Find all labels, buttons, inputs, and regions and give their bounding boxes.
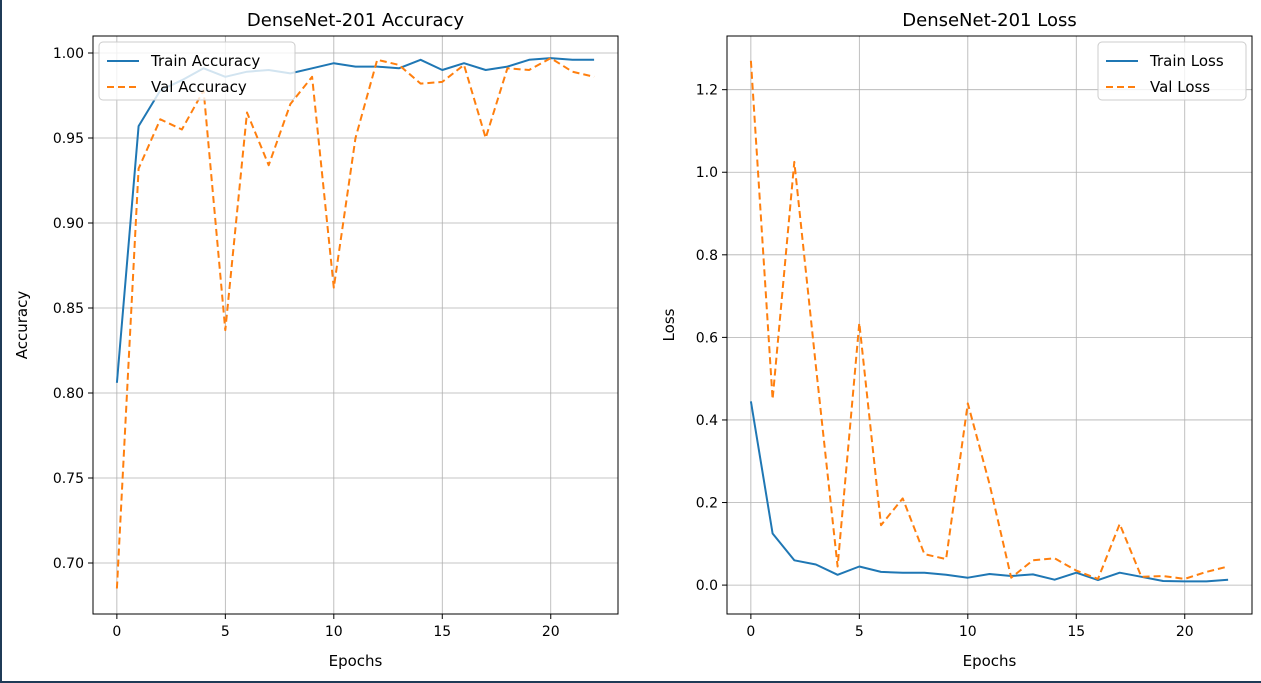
y-tick-label: 0.8 [696,248,718,264]
x-tick-label: 0 [746,624,755,640]
x-tick-label: 5 [855,624,864,640]
y-tick-label: 1.00 [53,46,84,62]
x-axis-label: Epochs [329,652,383,670]
x-axis-label: Epochs [963,652,1017,670]
y-tick-label: 0.0 [696,578,718,594]
train-accuracy-line [115,57,595,383]
val-accuracy-line [115,57,595,589]
y-tick-label: 0.4 [696,413,718,429]
legend-label: Train Accuracy [150,52,260,70]
x-tick-label: 10 [959,624,977,640]
x-tick-label: 15 [1067,624,1085,640]
x-tick-label: 20 [1176,624,1194,640]
legend-label: Val Loss [1150,78,1210,96]
legend-label: Train Loss [1149,52,1224,70]
y-axis-label: Loss [660,308,678,341]
y-tick-label: 0.85 [53,301,84,317]
chart-title: DenseNet-201 Loss [902,10,1076,31]
y-tick-label: 0.2 [696,496,718,512]
y-tick-label: 1.2 [696,83,718,99]
legend: Train Loss Val Loss [1097,41,1247,101]
val-loss-line [749,60,1229,580]
y-tick-label: 0.75 [53,471,84,487]
legend: Train Accuracy Val Accuracy [98,41,296,101]
legend-label: Val Accuracy [151,78,247,96]
x-tick-label: 20 [542,624,560,640]
y-tick-label: 0.6 [696,330,718,346]
train-loss-line [749,401,1229,583]
plot-frame [726,35,1253,615]
accuracy-chart: 0 5 10 15 20 0.70 0.75 0.80 0.85 0.90 0.95 1.00 Dens… [13,10,619,670]
chart-title: DenseNet-201 Accuracy [247,10,464,31]
x-tick-label: 5 [221,624,230,640]
x-tick-label: 0 [112,624,121,640]
x-tick-label: 10 [325,624,343,640]
legend-box [1097,41,1247,101]
legend-box [98,41,296,101]
y-tick-label: 0.95 [53,131,84,147]
y-tick-label: 0.70 [53,556,84,572]
y-tick-label: 0.80 [53,386,84,402]
y-axis-label: Accuracy [13,291,31,360]
y-tick-label: 0.90 [53,216,84,232]
y-tick-label: 1.0 [696,165,718,181]
x-tick-label: 15 [433,624,451,640]
plot-frame [92,35,619,615]
loss-chart: 0 5 10 15 20 0.0 0.2 0.4 0.6 0.8 1.0 1.2 DenseNet-20… [660,10,1253,670]
